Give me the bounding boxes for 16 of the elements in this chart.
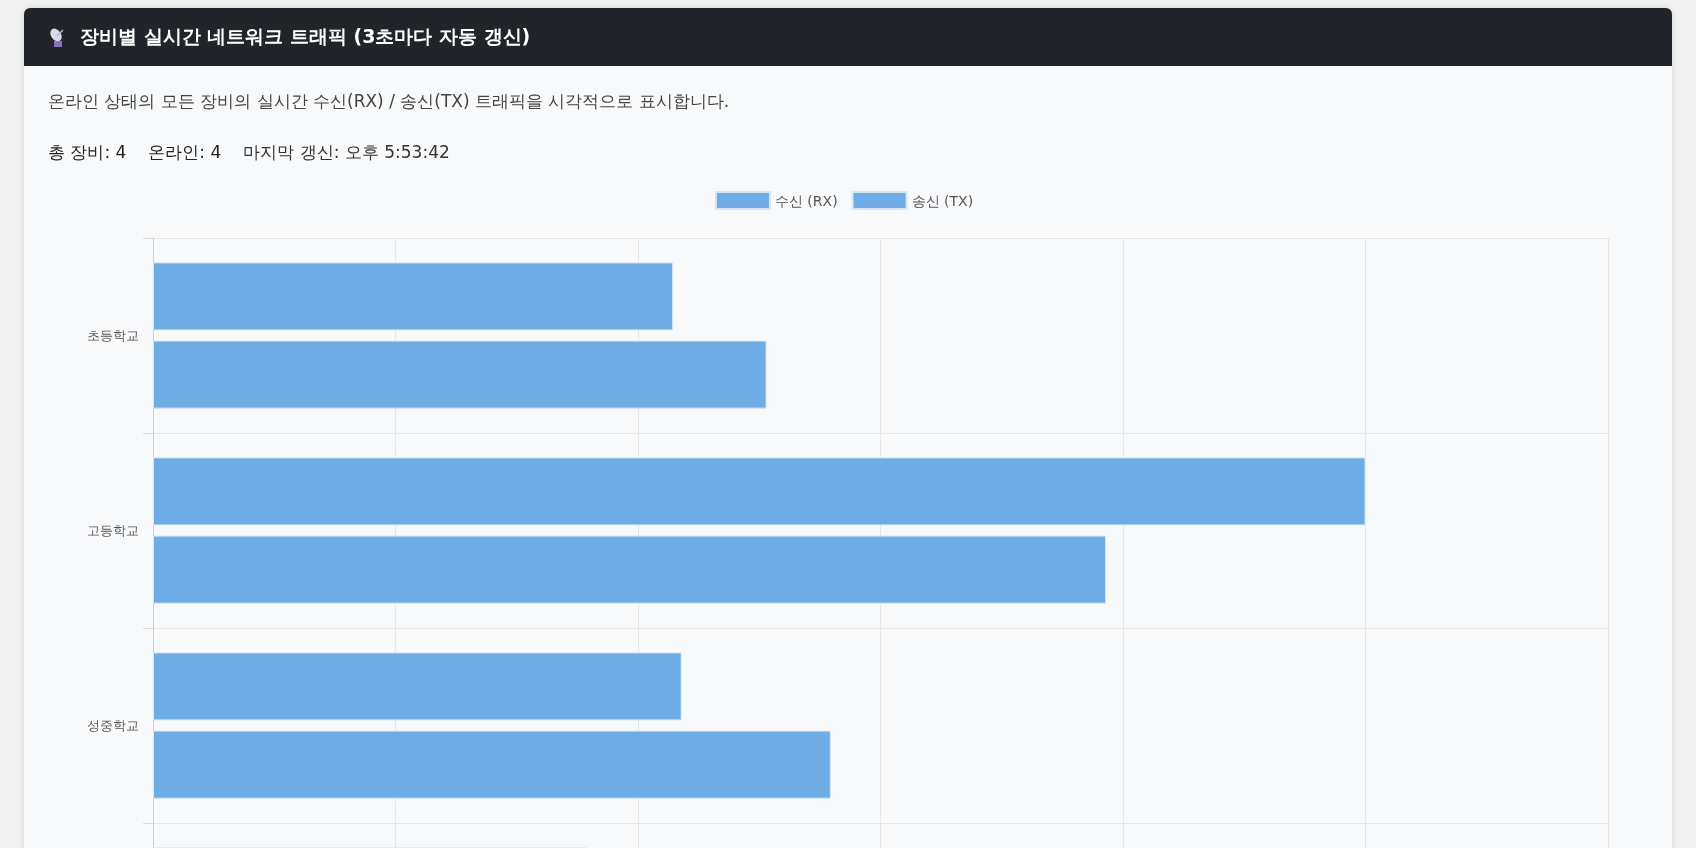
chart-title: 장비별 실시간 네트워크 트래픽 (3초마다 자동 갱신) [80,24,531,49]
bar [153,340,767,409]
legend-label: 수신 (RX) [774,192,838,209]
legend-label: 송신 (TX) [911,192,974,209]
bar [153,730,831,799]
text: 온라인: 4 [148,141,222,164]
y-tick-label: 성중학교 [87,718,139,733]
chart-subtitle: 온라인 상태의 모든 장비의 실시간 수신(RX) / 송신(TX) 트래픽을 시각적으로 표시합니다. [48,90,731,113]
text: 마지막 갱신: 오후 5:53:42 [243,141,450,164]
y-tick-label: 초등학교 [87,328,139,343]
bar [153,535,1107,604]
y-tick-label: 고등학교 [87,523,139,538]
text: 총 장비: 4 [48,141,127,164]
bar [153,652,682,721]
bar [153,262,674,331]
bar [153,457,1366,526]
